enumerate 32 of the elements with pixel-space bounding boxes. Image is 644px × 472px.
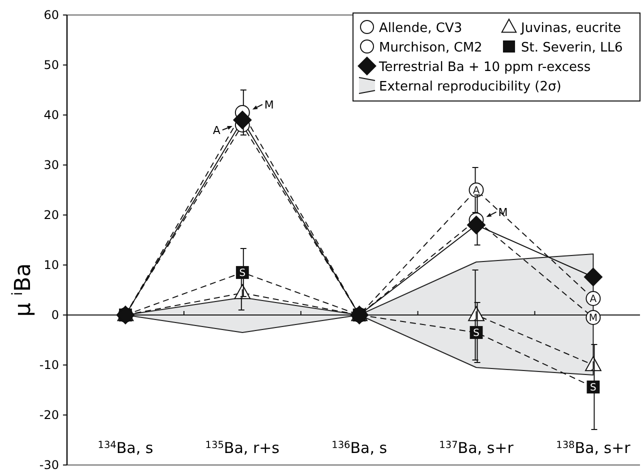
- legend-label: External reproducibility (2σ): [379, 80, 562, 94]
- x-tick-label: $^{134}$Ba, s: [98, 439, 154, 457]
- x-tick-label: $^{137}$Ba, s+r: [439, 439, 514, 457]
- legend-label: St. Severin, LL6: [521, 40, 623, 56]
- annotation: S: [239, 268, 246, 279]
- y-tick-label: -20: [39, 408, 59, 422]
- legend-label: Murchison, CM2: [379, 40, 482, 56]
- legend-label: Allende, CV3: [379, 21, 462, 36]
- y-tick-label: 40: [44, 108, 59, 122]
- x-tick-label: $^{136}$Ba, s: [332, 439, 388, 457]
- annotation: S: [473, 328, 480, 339]
- y-tick-label: -10: [39, 358, 59, 372]
- annotation: A: [590, 294, 597, 305]
- annotation: A: [472, 186, 480, 196]
- y-tick-label: 20: [44, 208, 59, 222]
- annotation: J: [590, 360, 595, 372]
- annotation: J: [474, 310, 478, 322]
- annotation: S: [590, 382, 596, 394]
- annotation: M: [264, 98, 274, 112]
- annotation: M: [588, 313, 598, 324]
- legend-label: Terrestrial Ba + 10 ppm r-excess: [378, 60, 591, 75]
- x-tick-label: $^{135}$Ba, r+s: [205, 439, 280, 457]
- annotation: M: [498, 206, 508, 219]
- y-tick-label: 30: [44, 158, 59, 172]
- y-tick-label: 0: [51, 308, 59, 322]
- x-tick-label: $^{138}$Ba, s+r: [556, 439, 632, 457]
- legend-label: Juvinas, eucrite: [520, 21, 622, 36]
- y-tick-label: 60: [44, 8, 59, 22]
- y-tick-label: -30: [39, 458, 59, 472]
- y-tick-label: 10: [44, 258, 59, 272]
- y-tick-label: 50: [44, 58, 59, 72]
- annotation: A: [212, 124, 221, 137]
